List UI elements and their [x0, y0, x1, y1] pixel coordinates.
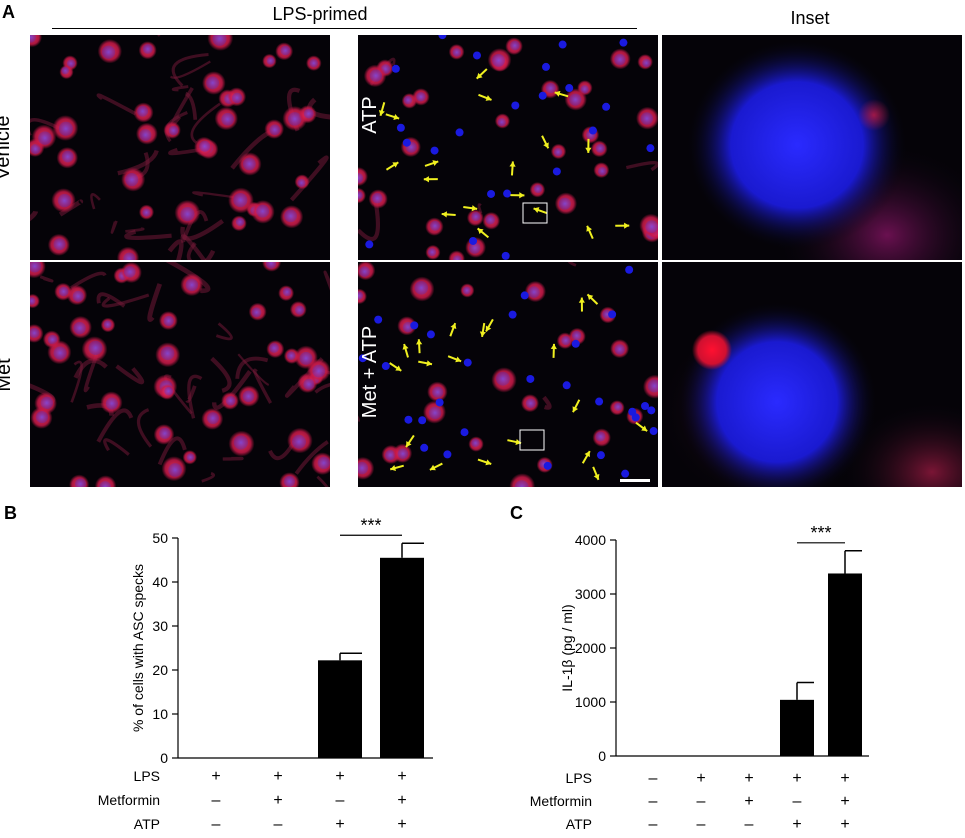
treatment-sign: + — [840, 816, 849, 833]
y-tick-label: 1000 — [575, 694, 606, 710]
treatment-label: ATP — [134, 816, 160, 832]
treatment-sign: – — [793, 793, 802, 810]
bar — [318, 660, 362, 758]
y-tick-label: 0 — [160, 750, 168, 766]
treatment-sign: – — [274, 816, 283, 833]
y-tick-label: 10 — [152, 706, 168, 722]
bar — [780, 699, 814, 756]
micrograph-atp: ATP — [358, 35, 658, 260]
micrograph-met-atp: Met + ATP — [358, 262, 658, 487]
y-tick-label: 30 — [152, 618, 168, 634]
row-label-met-atp: Met + ATP — [359, 326, 381, 418]
treatment-sign: – — [697, 816, 706, 833]
row-label-vehicle: Vehicle — [0, 115, 14, 181]
treatment-sign: + — [696, 770, 705, 787]
row-label-met: Met — [0, 358, 15, 392]
treatment-sign: + — [335, 816, 344, 833]
micrograph-met — [30, 262, 330, 487]
panel-letter-c: C — [510, 503, 523, 523]
treatment-sign: – — [649, 770, 658, 787]
significance-label: *** — [810, 523, 831, 543]
treatment-sign: – — [649, 793, 658, 810]
treatment-sign: – — [212, 816, 221, 833]
treatment-sign: + — [840, 793, 849, 810]
y-axis-label: % of cells with ASC specks — [130, 564, 146, 732]
treatment-sign: + — [273, 792, 282, 809]
treatment-sign: + — [792, 770, 801, 787]
treatment-sign: + — [397, 768, 406, 785]
micrograph-vehicle — [30, 35, 330, 260]
treatment-sign: – — [649, 816, 658, 833]
y-tick-label: 0 — [598, 748, 606, 764]
inset-atp — [662, 35, 962, 260]
y-tick-label: 3000 — [575, 586, 606, 602]
inset-met-atp — [662, 262, 962, 487]
y-tick-label: 50 — [152, 530, 168, 546]
treatment-label: Metformin — [98, 792, 160, 808]
treatment-sign: + — [744, 770, 753, 787]
chart-asc-specks: 0 10 20 30 40 50 % of cells with ASC specks ***… — [98, 515, 433, 833]
treatment-label: Metformin — [530, 793, 592, 809]
lps-primed-bracket-line — [52, 28, 637, 29]
chart-il1b: 0 1000 2000 3000 4000 IL-1β (pg / ml) *** LPS – +… — [530, 523, 869, 833]
row-label-atp: ATP — [359, 96, 381, 133]
treatment-sign: + — [792, 816, 801, 833]
treatment-label: LPS — [134, 768, 160, 784]
treatment-label: ATP — [566, 816, 592, 832]
treatment-sign: + — [840, 770, 849, 787]
panel-letter-b: B — [4, 503, 17, 523]
panel-letter-a: A — [2, 2, 15, 22]
bar — [380, 557, 424, 758]
treatment-sign: – — [336, 792, 345, 809]
treatment-sign: – — [697, 793, 706, 810]
significance-label: *** — [360, 515, 381, 535]
y-tick-label: 20 — [152, 662, 168, 678]
lps-primed-header: LPS-primed — [272, 4, 368, 24]
treatment-sign: + — [335, 768, 344, 785]
inset-header: Inset — [790, 8, 830, 28]
treatment-sign: + — [397, 792, 406, 809]
y-tick-label: 2000 — [575, 640, 606, 656]
treatment-label: LPS — [566, 770, 592, 786]
y-tick-label: 4000 — [575, 532, 606, 548]
treatment-sign: + — [273, 768, 282, 785]
y-tick-label: 40 — [152, 574, 168, 590]
treatment-sign: – — [745, 816, 754, 833]
y-axis-label: IL-1β (pg / ml) — [559, 604, 575, 691]
treatment-sign: + — [397, 816, 406, 833]
treatment-sign: + — [211, 768, 220, 785]
treatment-sign: + — [744, 793, 753, 810]
bar — [828, 573, 862, 756]
treatment-sign: – — [212, 792, 221, 809]
